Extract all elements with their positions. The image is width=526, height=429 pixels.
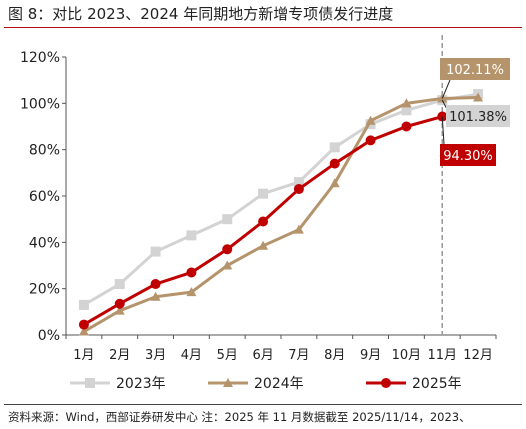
series-marker-triangle: [473, 92, 484, 102]
annotation-label: 102.11%: [446, 63, 504, 78]
series-marker-square: [258, 188, 269, 199]
series-marker-square: [222, 214, 233, 225]
series-marker-square: [150, 246, 161, 257]
series-marker-circle: [150, 279, 161, 290]
legend-label: 2023年: [116, 376, 166, 392]
series-marker-triangle: [258, 240, 269, 250]
legend-label: 2024年: [254, 376, 304, 392]
annotation-label: 101.38%: [449, 110, 507, 125]
footer-rule: [4, 404, 522, 405]
series-marker-square: [114, 279, 125, 290]
series-2-group: [78, 111, 448, 330]
series-lines: [78, 89, 484, 336]
annotation-leader-line: [441, 79, 451, 99]
series-marker-triangle: [114, 305, 125, 315]
y-tick-label: 40%: [29, 235, 60, 251]
series-marker-circle: [186, 267, 197, 278]
y-tick-label: 80%: [29, 143, 60, 159]
legend: 2023年 2024年 2025年: [70, 376, 462, 392]
annotation-box: [446, 105, 510, 127]
series-marker-square: [293, 177, 304, 188]
x-tick-label: 11月: [427, 348, 457, 363]
annotation-label: 94.30%: [443, 149, 493, 164]
series-marker-circle: [258, 216, 269, 227]
series-marker-circle: [401, 121, 412, 132]
x-tick-label: 12月: [463, 348, 493, 363]
series-marker-triangle: [78, 326, 89, 336]
series-marker-circle: [381, 378, 391, 388]
x-tick-label: 2月: [109, 348, 130, 363]
series-marker-circle: [329, 158, 340, 169]
figure-title: 图 8：对比 2023、2024 年同期地方新增专项债发行进度: [8, 5, 394, 23]
legend-label: 2025年: [412, 376, 462, 392]
series-marker-circle: [293, 184, 304, 195]
series-marker-square: [78, 299, 89, 310]
x-tick-label: 4月: [181, 348, 202, 363]
x-tick-label: 9月: [360, 348, 381, 363]
series-marker-circle: [222, 244, 233, 255]
series-marker-triangle: [401, 98, 412, 108]
x-tick-label: 1月: [73, 348, 94, 363]
series-marker-triangle: [365, 115, 376, 125]
series-line: [83, 96, 479, 333]
x-tick-label: 3月: [145, 348, 166, 363]
annotation-box: [440, 58, 510, 80]
series-marker-circle: [78, 319, 89, 330]
x-tick-label: 8月: [324, 348, 345, 363]
y-tick-label: 100%: [20, 96, 60, 112]
series-marker-circle: [365, 135, 376, 146]
series-line: [83, 92, 479, 307]
series-marker-circle: [114, 298, 125, 309]
series-marker-triangle: [222, 260, 233, 270]
series-marker-triangle: [150, 291, 161, 301]
series-marker-square: [329, 142, 340, 153]
y-tick-label: 0%: [38, 328, 60, 344]
series-1-group: [78, 92, 484, 336]
x-tick-label: 6月: [252, 348, 273, 363]
series-marker-square: [85, 378, 95, 388]
x-tick-label: 10月: [392, 348, 422, 363]
series-marker-triangle: [223, 378, 233, 387]
series-marker-triangle: [329, 178, 340, 188]
x-tick-label: 5月: [217, 348, 238, 363]
y-tick-label: 60%: [29, 189, 60, 205]
series-marker-triangle: [293, 224, 304, 234]
line-chart: 0% 20% 40% 60% 80% 100% 120% 1月 2月 3月 4月 5月 6月 7月 8月 9月…: [20, 35, 510, 392]
annotation-leader-line: [441, 116, 445, 145]
series-marker-triangle: [186, 287, 197, 297]
title-rule: [4, 27, 522, 28]
annotation-group: 102.11% 101.38% 94.30%: [440, 58, 510, 166]
y-tick-label: 120%: [20, 50, 60, 66]
chart-axes: 0% 20% 40% 60% 80% 100% 120% 1月 2月 3月 4月 5月 6月 7月 8月 9月…: [20, 50, 497, 363]
series-marker-square: [186, 230, 197, 241]
source-note: 资料来源：Wind，西部证券研发中心 注：2025 年 11 月数据截至 202…: [8, 410, 471, 424]
annotation-box: [440, 144, 496, 166]
x-tick-label: 7月: [288, 348, 309, 363]
series-marker-square: [401, 105, 412, 116]
y-tick-label: 20%: [29, 282, 60, 298]
